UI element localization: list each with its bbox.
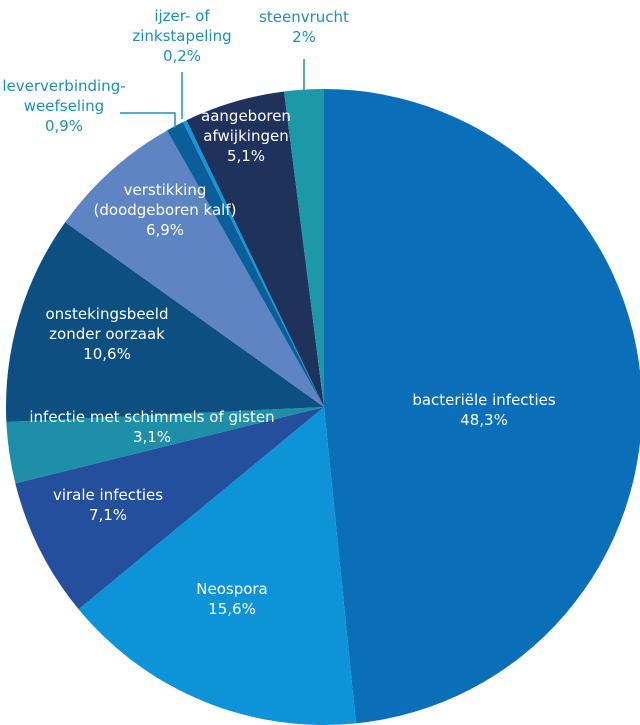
label-leververbinding-weefseling: leververbinding-weefseling 0,9% [2, 77, 125, 135]
label-aangeboren-afwijkingen: aangeboren afwijkingen 5,1% [201, 107, 291, 165]
label-virale-infecties: virale infecties 7,1% [53, 486, 163, 524]
slice-ijzer-of-zinkstapeling [182, 120, 324, 408]
slice-aangeboren-afwijkingen [186, 91, 324, 407]
label-verstikking-doodgeboren-kalf: verstikking (doodgeboren kalf) 6,9% [94, 181, 237, 239]
leader-line-leververbinding-weefseling [120, 112, 176, 128]
slice-leververbinding-weefseling [167, 121, 324, 408]
slice-bacteriele-infecties [324, 89, 640, 724]
label-bacteriele-infecties: bacteriële infecties 48,3% [412, 391, 556, 429]
label-steenvrucht: steenvrucht 2% [259, 8, 349, 46]
leader-lines [120, 59, 305, 128]
label-onstekingsbeeld-zonder-oorzaak: onstekingsbeeld zonder oorzaak 10,6% [46, 305, 169, 363]
slice-steenvrucht [284, 89, 324, 407]
slice-onstekingsbeeld-zonder-oorzaak [6, 222, 325, 423]
slice-neospora [78, 407, 356, 725]
label-ijzer-of-zinkstapeling: ijzer- of zinkstapeling 0,2% [132, 7, 231, 65]
slice-infectie-met-schimmels-of-gisten [6, 407, 325, 484]
slice-virale-infecties [15, 407, 324, 610]
label-neospora: Neospora 15,6% [196, 580, 268, 618]
slice-labels: bacteriële infecties 48,3% Neospora 15,6% vi… [2, 7, 555, 618]
slice-verstikking-doodgeboren-kalf [65, 130, 324, 408]
label-infectie-met-schimmels-of-gisten: infectie met schimmels of gisten 3,1% [29, 408, 274, 446]
pie-slices [6, 89, 640, 725]
